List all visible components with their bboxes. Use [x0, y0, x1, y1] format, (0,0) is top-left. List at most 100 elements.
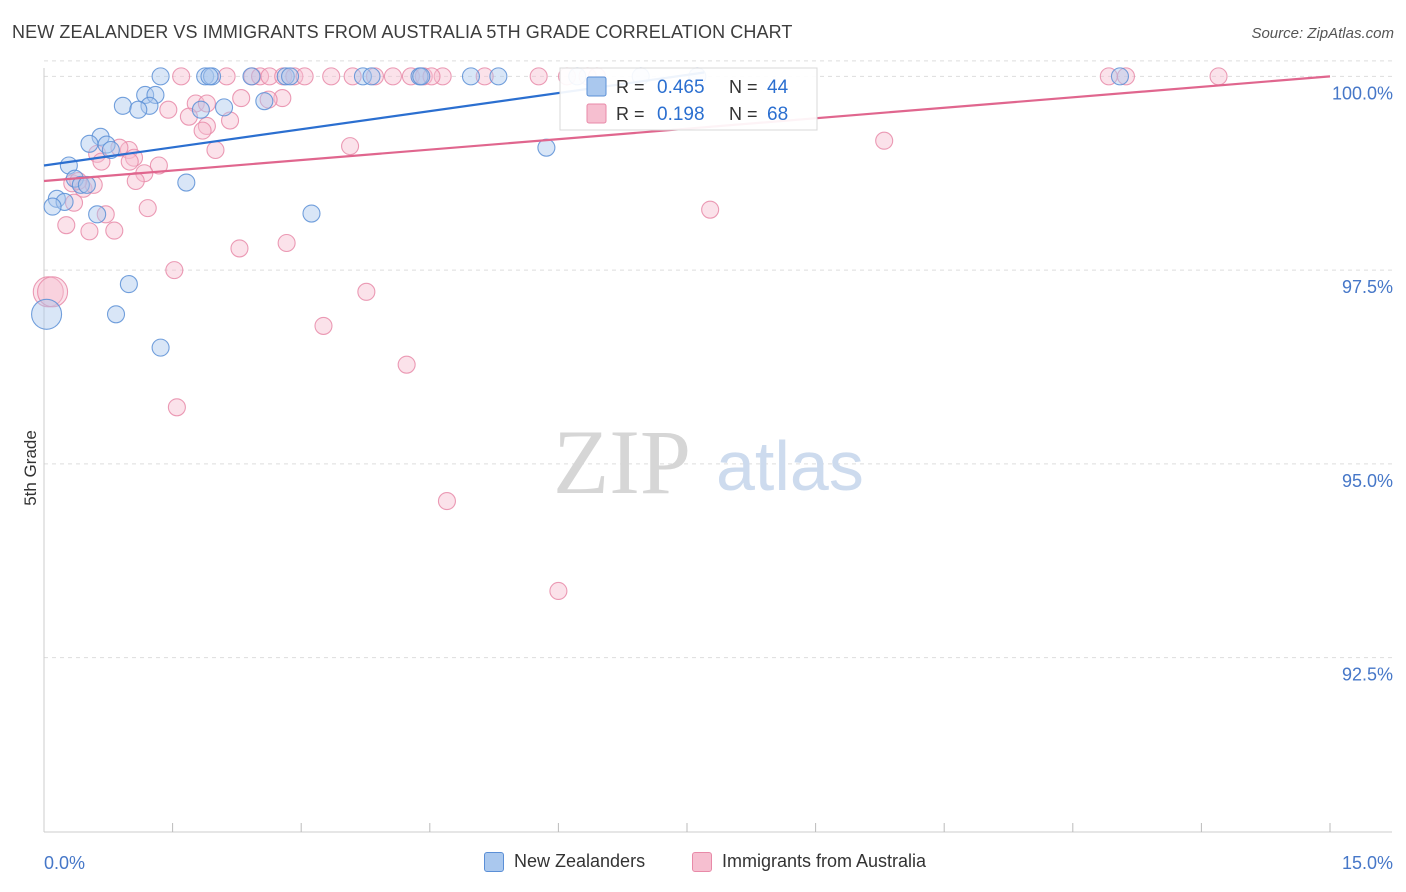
blue-point	[80, 134, 99, 153]
chart-title: NEW ZEALANDER VS IMMIGRANTS FROM AUSTRAL…	[12, 22, 793, 42]
pink-point	[220, 111, 240, 130]
stats-pink-n-label: N =	[729, 104, 758, 124]
pink-point	[105, 221, 124, 240]
blue-point	[281, 67, 300, 86]
pink-point	[1116, 67, 1136, 86]
y-tick-label: 92.5%	[1342, 665, 1393, 685]
y-axis-label: 5th Grade	[21, 430, 40, 506]
pink-point	[383, 67, 402, 86]
x-tick-label: 15.0%	[1342, 853, 1393, 873]
stats-blue-r-value: 0.465	[657, 77, 705, 98]
pink-point	[138, 199, 157, 218]
blue-point	[177, 173, 196, 192]
pink-point	[206, 140, 225, 160]
blue-point	[276, 67, 295, 86]
y-tick-label: 100.0%	[1332, 83, 1393, 103]
pink-point	[475, 67, 494, 86]
pink-point	[277, 233, 296, 253]
grid-lines	[44, 60, 1392, 659]
stats-blue-n-value: 44	[767, 77, 789, 98]
blue-point	[146, 85, 165, 105]
blue-point	[412, 67, 431, 86]
blue-point	[196, 67, 215, 86]
stats-blue-n-label: N =	[729, 77, 758, 97]
blue-point	[255, 92, 274, 111]
pink-point	[230, 239, 249, 258]
pink-point	[149, 156, 168, 175]
blue-point	[101, 140, 120, 160]
pink-point	[397, 355, 416, 374]
stats-box: R = 0.465 N = 44 R = 0.198 N = 68	[559, 67, 818, 131]
blue-point	[119, 275, 138, 294]
blue-point	[242, 67, 261, 86]
pink-point	[529, 67, 548, 86]
pink-point	[295, 67, 314, 86]
pink-point	[357, 282, 376, 301]
pink-point	[64, 193, 84, 212]
pink-point	[159, 100, 178, 119]
pink-point	[437, 492, 456, 511]
blue-point	[88, 205, 107, 224]
pink-point	[1209, 67, 1228, 86]
y-tick-label: 95.0%	[1342, 471, 1393, 491]
source-label: Source: ZipAtlas.com	[1251, 25, 1394, 42]
blue-point	[71, 175, 90, 194]
blue-point	[113, 96, 132, 115]
series-pink-points	[32, 67, 1228, 601]
blue-point	[362, 67, 381, 86]
blue-point	[214, 98, 234, 117]
legend-pink-swatch	[692, 851, 712, 872]
blue-point	[191, 100, 210, 119]
legend-pink-label: Immigrants from Australia	[722, 851, 927, 871]
blue-point	[129, 100, 148, 119]
stats-pink-n-value: 68	[767, 104, 788, 125]
stats-pink-swatch	[586, 103, 607, 124]
pink-point	[322, 67, 341, 86]
blue-point	[461, 67, 481, 86]
pink-point	[167, 398, 186, 417]
pink-point	[232, 89, 251, 108]
pink-point	[549, 581, 568, 601]
stats-blue-r-label: R =	[616, 77, 645, 97]
blue-point	[151, 338, 170, 357]
pink-point	[341, 137, 360, 156]
pink-point	[701, 200, 720, 219]
stats-blue-swatch	[586, 76, 607, 97]
pink-point	[260, 67, 279, 86]
blue-point	[151, 67, 170, 86]
blue-point	[55, 192, 74, 211]
pink-point	[120, 152, 139, 171]
pink-point	[172, 67, 191, 86]
blue-point	[489, 67, 508, 86]
axes	[43, 68, 1392, 833]
blue-point	[537, 138, 556, 157]
pink-point	[343, 67, 362, 86]
stats-pink-r-value: 0.198	[657, 104, 705, 125]
x-tick-label: 0.0%	[44, 853, 85, 873]
y-tick-label: 97.5%	[1342, 277, 1393, 297]
legend-blue-label: New Zealanders	[514, 851, 646, 871]
pink-point	[273, 89, 292, 108]
legend-item-pink[interactable]: Immigrants from Australia	[692, 851, 926, 872]
watermark-atlas: atlas	[716, 427, 864, 505]
pink-point	[875, 131, 894, 150]
pink-point	[80, 222, 99, 241]
legend-item-blue[interactable]: New Zealanders	[484, 851, 645, 872]
blue-point	[200, 67, 219, 86]
blue-point	[302, 204, 321, 223]
stats-pink-r-label: R =	[616, 104, 645, 124]
pink-point	[314, 316, 333, 335]
blue-point	[43, 197, 62, 216]
pink-point	[165, 261, 184, 280]
pink-point	[32, 276, 64, 308]
blue-point	[1110, 67, 1130, 86]
blue-point	[106, 305, 126, 324]
watermark: ZIP atlas	[553, 411, 864, 513]
blue-point	[31, 298, 63, 330]
tick-labels: 100.0% 97.5% 95.0% 92.5% 0.0% 15.0%	[44, 83, 1393, 873]
legend-blue-swatch	[484, 851, 504, 872]
blue-point	[136, 85, 155, 105]
blue-point	[77, 175, 96, 194]
blue-point	[140, 96, 159, 115]
